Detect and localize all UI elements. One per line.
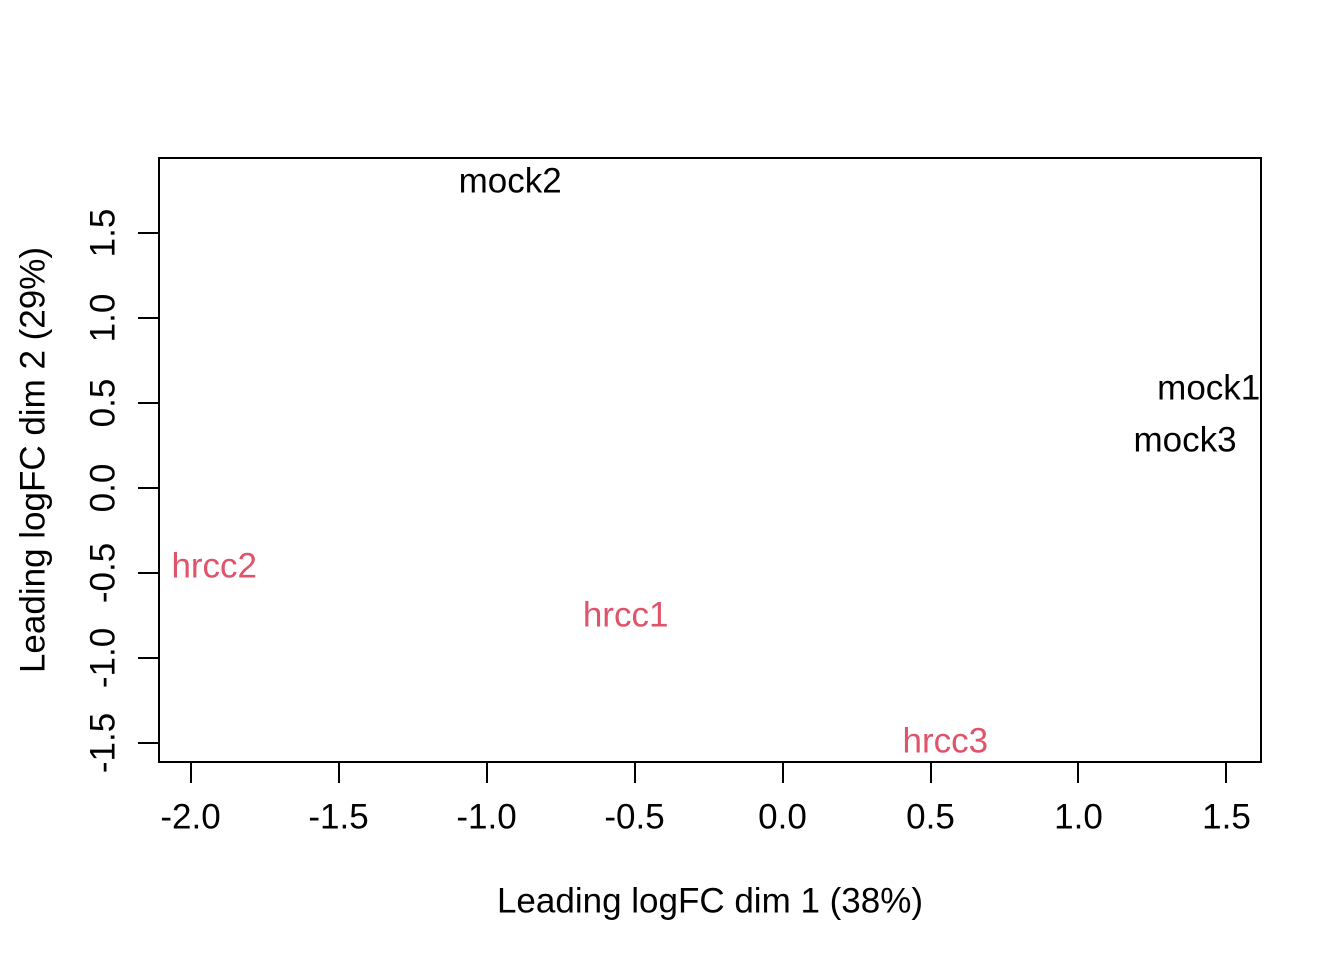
sample-label-hrcc3: hrcc3 xyxy=(902,721,989,761)
x-tick-mark xyxy=(929,763,932,783)
y-tick-mark xyxy=(138,402,158,405)
x-tick-label: -1.0 xyxy=(456,797,517,837)
sample-label-mock2: mock2 xyxy=(458,161,562,201)
x-tick-label: 0.0 xyxy=(758,797,807,837)
x-tick-label: -1.5 xyxy=(308,797,369,837)
y-tick-mark xyxy=(138,656,158,659)
x-tick-mark xyxy=(337,763,340,783)
y-tick-label: 0.5 xyxy=(83,378,123,428)
y-tick-label: -1.5 xyxy=(83,712,123,773)
y-axis-title: Leading logFC dim 2 (29%) xyxy=(13,246,53,674)
y-tick-mark xyxy=(138,571,158,574)
x-axis-title: Leading logFC dim 1 (38%) xyxy=(496,881,924,921)
x-tick-mark xyxy=(1077,763,1080,783)
x-tick-label: 1.5 xyxy=(1202,797,1251,837)
x-tick-label: -2.0 xyxy=(160,797,221,837)
x-tick-mark xyxy=(485,763,488,783)
sample-label-hrcc1: hrcc1 xyxy=(582,595,669,635)
y-tick-mark xyxy=(138,487,158,489)
sample-label-mock1: mock1 xyxy=(1157,368,1261,408)
sample-label-mock3: mock3 xyxy=(1133,420,1237,460)
plot-area xyxy=(158,157,1262,763)
x-tick-label: -0.5 xyxy=(604,797,665,837)
y-tick-label: -0.5 xyxy=(83,542,123,604)
y-tick-mark xyxy=(138,741,158,744)
x-tick-label: 1.0 xyxy=(1054,797,1103,837)
y-tick-label: 1.0 xyxy=(83,293,123,343)
y-tick-mark xyxy=(138,317,158,320)
x-tick-mark xyxy=(1225,763,1228,783)
y-tick-mark xyxy=(138,232,158,235)
x-tick-mark xyxy=(633,763,636,783)
x-tick-mark xyxy=(189,763,192,783)
y-tick-label: -1.0 xyxy=(83,627,123,688)
x-tick-mark xyxy=(781,763,784,783)
x-tick-label: 0.5 xyxy=(906,797,955,837)
sample-label-hrcc2: hrcc2 xyxy=(171,546,258,586)
y-tick-label: 1.5 xyxy=(83,209,123,258)
y-tick-label: 0.0 xyxy=(83,463,123,513)
